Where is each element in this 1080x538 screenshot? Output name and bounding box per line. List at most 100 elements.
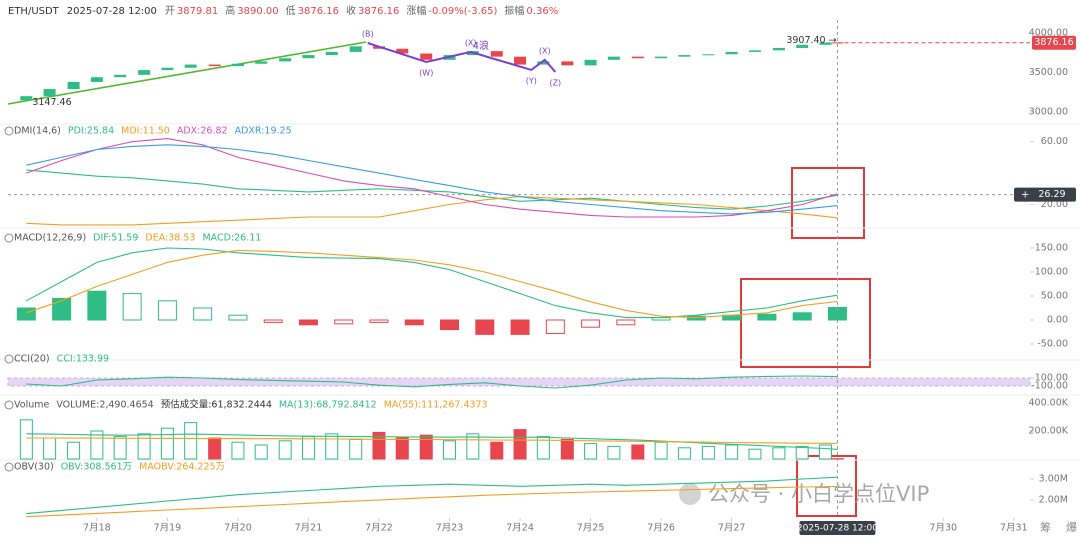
candle	[161, 67, 174, 71]
candle	[255, 61, 268, 64]
candle	[490, 51, 503, 57]
wave-label: 4浪	[473, 39, 489, 52]
header-text: 低	[286, 4, 296, 17]
volume-bar	[607, 445, 621, 460]
macd-bar	[369, 319, 389, 323]
candle	[208, 64, 221, 67]
volume-bar	[795, 445, 809, 460]
candle	[819, 42, 832, 45]
y-tick-label: 4000.00	[1029, 27, 1068, 38]
y-tick-label: 60.00	[1041, 136, 1068, 147]
indicator-line	[26, 138, 838, 218]
y-tick-label: 400.00K	[1029, 398, 1069, 409]
header-text: ETH/USDT	[8, 6, 60, 17]
volume-bar	[395, 437, 409, 460]
panel-header-text: Volume	[14, 400, 49, 411]
indicator-line	[26, 476, 838, 515]
volume-bar	[536, 436, 550, 460]
panel-toggle[interactable]	[4, 462, 14, 472]
last-price-tag	[1032, 35, 1076, 50]
volume-bar	[137, 433, 151, 460]
volume-bar	[748, 448, 762, 460]
macd-bar	[792, 312, 812, 321]
x-tick-label: 7月27	[718, 523, 746, 534]
indicator-line	[26, 247, 838, 319]
volume-bar	[772, 447, 786, 460]
wave-label: (B)	[362, 29, 374, 38]
candle	[561, 61, 574, 66]
panel-header-text: MAOBV:264.225万	[139, 462, 225, 473]
volume-bar	[701, 445, 715, 460]
volume-bar	[419, 434, 433, 460]
candle	[67, 81, 80, 90]
x-tick-label: 7月18	[83, 523, 111, 534]
y-tick-label: 3500.00	[1029, 67, 1068, 78]
candle	[678, 55, 691, 57]
panel-toggle[interactable]	[4, 126, 14, 136]
x-tick-label: 7月23	[436, 523, 464, 534]
crosshair-x-label: 2025-07-28 12:00	[797, 524, 878, 534]
panel-header-text: CCI:133.99	[57, 354, 110, 365]
candle	[631, 56, 644, 59]
header-text: 高	[225, 4, 235, 17]
candle	[772, 47, 785, 51]
header-text: 2025-07-28 12:00	[67, 6, 157, 17]
wave-label: (W)	[419, 68, 433, 77]
candle	[725, 51, 738, 55]
indicator-line	[26, 433, 838, 450]
panel-header-text: VOLUME:2,490.4654	[56, 400, 153, 411]
candle	[138, 70, 151, 75]
panel-header-text: MA(55):111,267.4373	[384, 400, 488, 411]
panel-toggle[interactable]	[4, 354, 14, 364]
volume-bar	[231, 441, 245, 460]
volume-bar	[325, 433, 339, 460]
candle	[90, 77, 103, 82]
indicator-line	[26, 437, 838, 444]
indicator-line	[26, 169, 838, 210]
volume-bar	[677, 447, 691, 460]
volume-bar	[43, 437, 57, 460]
macd-bar	[122, 293, 142, 321]
crosshair-tag	[1014, 187, 1076, 202]
candle	[184, 64, 197, 68]
volume-bar	[254, 444, 268, 460]
candle	[420, 53, 433, 60]
volume-bar	[725, 444, 739, 460]
x-tick-label: 7月21	[295, 523, 323, 534]
panel-header-text: CCI(20)	[14, 354, 50, 365]
x-tick-label: 7月30	[929, 523, 957, 534]
x-tick-label: 7月25	[577, 523, 605, 534]
y-tick-label: 200.00K	[1029, 426, 1069, 437]
volume-bar	[443, 440, 457, 460]
macd-bar	[475, 319, 495, 335]
candle	[702, 54, 715, 56]
macd-bar	[228, 314, 248, 321]
panel-header-text: MACD:26.11	[202, 233, 261, 244]
panel-header-text: PDI:25.84	[68, 126, 114, 137]
wave-label: (X)	[465, 38, 477, 47]
crosshair-label: 26.29	[1038, 189, 1065, 200]
wave-label: (X)	[539, 46, 551, 55]
panel-toggle[interactable]	[4, 233, 14, 243]
toolbar-item[interactable]: 爆	[1066, 520, 1077, 534]
highlight-box	[740, 278, 871, 368]
header-text: 0.36%	[526, 6, 558, 17]
header-text: -0.09%(-3.65)	[428, 6, 497, 17]
volume-bar	[818, 444, 832, 460]
indicator-line	[26, 144, 838, 215]
panel-header-text: ADXR:19.25	[235, 126, 292, 137]
crosshair-x-tag	[799, 521, 876, 535]
wave-label: (Y)	[526, 76, 537, 85]
panel-header-text: 预估成交量:61,832.2444	[161, 399, 272, 411]
y-tick-label: 50.00	[1041, 291, 1068, 302]
panel-header-text: OBV:308.561万	[61, 462, 132, 473]
candle	[655, 56, 668, 59]
volume-bar	[278, 440, 292, 460]
volume-bar	[19, 419, 33, 460]
toolbar-item[interactable]: 筹	[1040, 520, 1051, 534]
volume-bar	[466, 433, 480, 460]
macd-bar	[157, 300, 177, 321]
panel-toggle[interactable]	[4, 400, 14, 410]
